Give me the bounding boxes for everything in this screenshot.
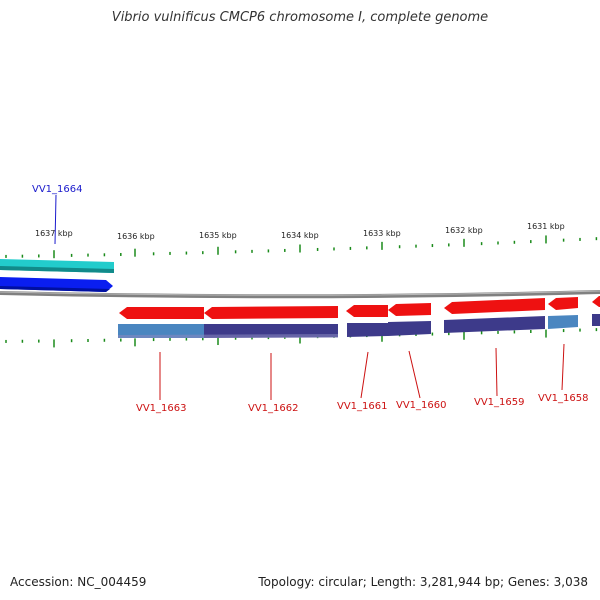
chromosome-backbone-highlight — [0, 290, 600, 296]
gene-leader-lines — [54, 194, 565, 400]
forward-features — [0, 259, 114, 292]
gene-label-vv1-1663[interactable]: VV1_1663 — [136, 403, 187, 414]
gene-vv1-1658[interactable] — [548, 297, 578, 310]
tick-label: 1632 kbp — [445, 226, 483, 235]
tick-label: 1636 kbp — [117, 232, 155, 241]
cds-next-partial[interactable] — [592, 314, 600, 326]
gene-vv1-1663[interactable] — [119, 307, 204, 319]
gene-label-vv1-1661[interactable]: VV1_1661 — [337, 401, 388, 412]
reverse-cds — [118, 314, 600, 338]
tick-label: 1633 kbp — [363, 229, 401, 238]
genome-info-text: Topology: circular; Length: 3,281,944 bp… — [258, 575, 588, 589]
chromosome-backbone — [0, 290, 600, 299]
gene-label-vv1-1660[interactable]: VV1_1660 — [396, 400, 447, 411]
cds-vv1-1658[interactable] — [548, 315, 578, 329]
gene-vv1-1664-shade — [0, 286, 110, 292]
tick-label: 1634 kbp — [281, 231, 319, 240]
tick-label: 1631 kbp — [527, 222, 565, 231]
cds-shade — [118, 334, 338, 338]
gene-next-partial[interactable] — [592, 296, 600, 307]
gene-label-vv1-1664[interactable]: VV1_1664 — [32, 184, 83, 195]
tick-label: 1637 kbp — [35, 229, 73, 238]
reverse-genes — [119, 296, 600, 319]
cds-vv1-1664-shade — [0, 266, 114, 273]
gene-label-vv1-1659[interactable]: VV1_1659 — [474, 397, 525, 408]
cds-vv1-1661[interactable] — [347, 323, 388, 337]
gene-vv1-1662[interactable] — [204, 306, 338, 319]
tick-label: 1635 kbp — [199, 231, 237, 240]
gene-labels: VV1_1664 VV1_1663 VV1_1662 VV1_1661 VV1_… — [32, 184, 589, 414]
cds-vv1-1663[interactable] — [118, 324, 204, 338]
cds-vv1-1659[interactable] — [444, 316, 545, 333]
tick-row-upper — [5, 235, 598, 259]
gene-label-vv1-1658[interactable]: VV1_1658 — [538, 393, 589, 404]
gene-vv1-1661[interactable] — [346, 305, 388, 317]
cds-vv1-1660[interactable] — [388, 321, 431, 336]
gene-label-vv1-1662[interactable]: VV1_1662 — [248, 403, 299, 414]
gene-vv1-1660[interactable] — [388, 303, 431, 316]
gene-vv1-1659[interactable] — [444, 298, 545, 314]
tick-labels: 1637 kbp 1636 kbp 1635 kbp 1634 kbp 1633 kbp… — [35, 222, 565, 241]
accession-text: Accession: NC_004459 — [10, 575, 147, 589]
page-title: Vibrio vulnificus CMCP6 chromosome I, co… — [111, 10, 489, 25]
